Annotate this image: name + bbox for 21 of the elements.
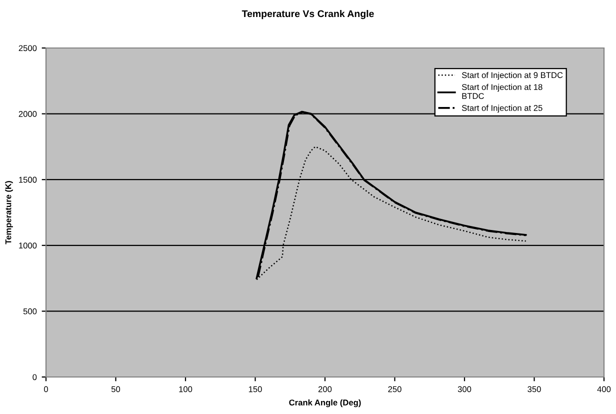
x-tick-label: 300 — [458, 386, 472, 392]
x-tick-label: 350 — [528, 386, 541, 392]
x-axis-title: Crank Angle (Deg) — [289, 399, 361, 408]
x-tick-label: 200 — [318, 386, 332, 392]
x-tick-label: 150 — [248, 386, 262, 392]
y-tick-label: 0 — [32, 374, 37, 380]
x-tick-label: 400 — [597, 386, 611, 392]
y-tick-label: 1500 — [19, 176, 37, 183]
x-tick-label: 100 — [179, 386, 192, 392]
x-tick-label: 0 — [44, 386, 48, 392]
y-axis-title: Temperature (K) — [5, 181, 13, 244]
y-tick-label: 2000 — [18, 111, 37, 117]
x-tick-label: 250 — [388, 386, 402, 392]
legend-label: Start of Injection at 25 — [462, 104, 542, 113]
chart-title: Temperature Vs Crank Angle — [242, 10, 374, 20]
legend-label: Start of Injection at 18 BTDC — [462, 84, 542, 99]
x-tick-label: 50 — [111, 386, 120, 392]
y-tick-label: 2500 — [18, 45, 37, 52]
y-tick-label: 500 — [23, 308, 37, 314]
legend-label: Start of Injection at 9 BTDC — [462, 72, 563, 80]
y-tick-label: 1000 — [19, 242, 37, 248]
